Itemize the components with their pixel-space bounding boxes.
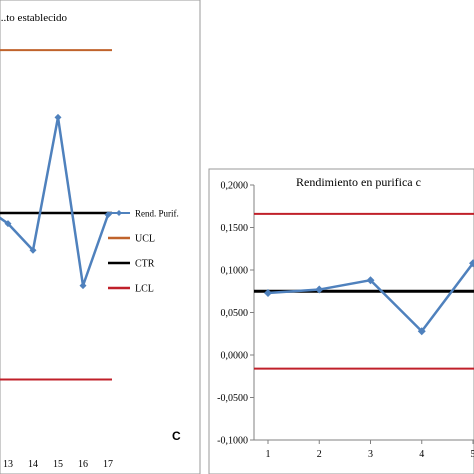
data-point: [366, 276, 375, 285]
chart-right-axes: 0,2000 0,1500 0,1000 0,0500 0,0000 -0,0500 -0,…: [217, 181, 474, 460]
y-tick-label: 0,0000: [221, 351, 249, 362]
data-point: [417, 327, 426, 336]
legend-marker: [116, 210, 122, 216]
y-tick-label: -0,1000: [217, 436, 248, 447]
x-tick-label: 3: [368, 449, 373, 460]
legend-label-ucl: UCL: [135, 234, 155, 245]
x-tick-label: 4: [419, 449, 424, 460]
series-line-rend-purif: [0, 117, 110, 287]
chart-left-lines: [0, 49, 112, 381]
series-line-rend-purif: [267, 261, 474, 334]
data-point: [79, 282, 87, 290]
chart-right: Rendimiento en purifica c 0,20000,15000,…: [208, 168, 474, 474]
y-tick-label: 0,2000: [221, 181, 249, 192]
chart-left-legend: Rend. Purif. UCL CTR LCL: [108, 209, 179, 295]
data-point: [29, 246, 37, 254]
x-tick-label: 17: [103, 459, 113, 470]
chart-left-frame: [0, 0, 201, 474]
chart-right-frame: [208, 168, 474, 474]
x-tick-label: 16: [78, 459, 88, 470]
chart-right-lines: [254, 212, 474, 370]
data-point: [469, 259, 474, 268]
chart-right-title: Rendimiento en purifica c: [296, 175, 421, 189]
legend-label-rend-purif: Rend. Purif.: [135, 209, 179, 219]
x-tick-label: 2: [317, 449, 322, 460]
y-tick-label: 0,0500: [221, 308, 249, 319]
data-point: [4, 220, 12, 228]
y-tick-label: 0,1000: [221, 266, 249, 277]
y-tick-label: -0,0500: [217, 393, 248, 404]
data-point: [54, 113, 62, 121]
legend-label-lcl: LCL: [135, 284, 154, 295]
y-tick-label: 0,1500: [221, 223, 249, 234]
legend-label-ctr: CTR: [135, 259, 155, 270]
x-tick-label: 14: [28, 459, 38, 470]
x-tick-label: 13: [3, 459, 13, 470]
data-point: [264, 288, 272, 297]
x-tick-label: 15: [53, 459, 63, 470]
chart-left: ...to establecido 13 14 15 16 17 Rend. Purif…: [0, 0, 201, 474]
x-tick-label: 5: [471, 449, 474, 460]
chart-left-x-ticks: 13 14 15 16 17: [3, 459, 113, 470]
data-point: [315, 285, 324, 294]
chart-left-title: ...to establecido: [0, 12, 68, 24]
panel-label: C: [172, 429, 181, 443]
x-tick-label: 1: [266, 449, 271, 460]
